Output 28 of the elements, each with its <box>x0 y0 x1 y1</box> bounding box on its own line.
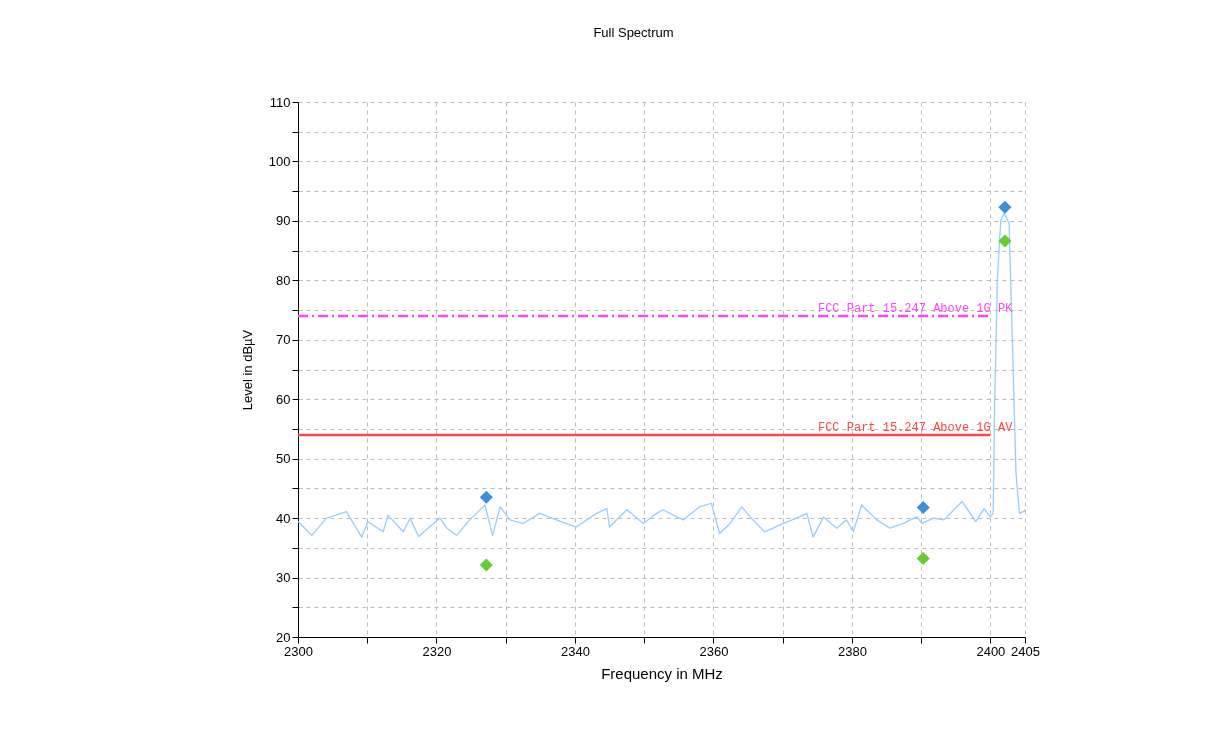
y-tick-label: 110 <box>269 94 291 110</box>
chart-title: Full Spectrum <box>593 25 674 40</box>
y-tick-label: 100 <box>268 153 291 169</box>
y-axis-title: Level in dBµV <box>239 329 255 411</box>
y-tick-label: 60 <box>276 391 291 407</box>
point <box>998 200 1012 214</box>
x-axis-title: Frequency in MHz <box>601 664 723 682</box>
y-tick-label: 90 <box>276 213 291 229</box>
x-tick-label: 2340 <box>560 643 590 659</box>
x-tick-label: 2360 <box>699 643 729 659</box>
x-tick-label: 2405 <box>1011 643 1040 659</box>
point <box>916 552 930 566</box>
point <box>916 500 930 514</box>
point <box>479 558 493 572</box>
x-tick-label: 2400 <box>976 643 1006 659</box>
x-tick-label: 2320 <box>422 643 452 659</box>
y-tick-label: 20 <box>276 629 291 645</box>
series-label: FCC Part 15.247 Above 1G AV <box>817 420 1014 435</box>
x-tick-label: 2300 <box>284 643 313 659</box>
point <box>998 234 1012 248</box>
series-label: FCC Part 15.247 Above 1G PK <box>817 302 1014 316</box>
x-tick-label: 2380 <box>837 643 867 659</box>
y-tick-label: 40 <box>276 510 291 526</box>
point <box>479 490 493 504</box>
y-tick-label: 50 <box>276 451 291 467</box>
y-tick-label: 30 <box>276 570 291 586</box>
y-tick-label: 80 <box>276 272 291 288</box>
y-tick-label: 70 <box>276 332 291 348</box>
